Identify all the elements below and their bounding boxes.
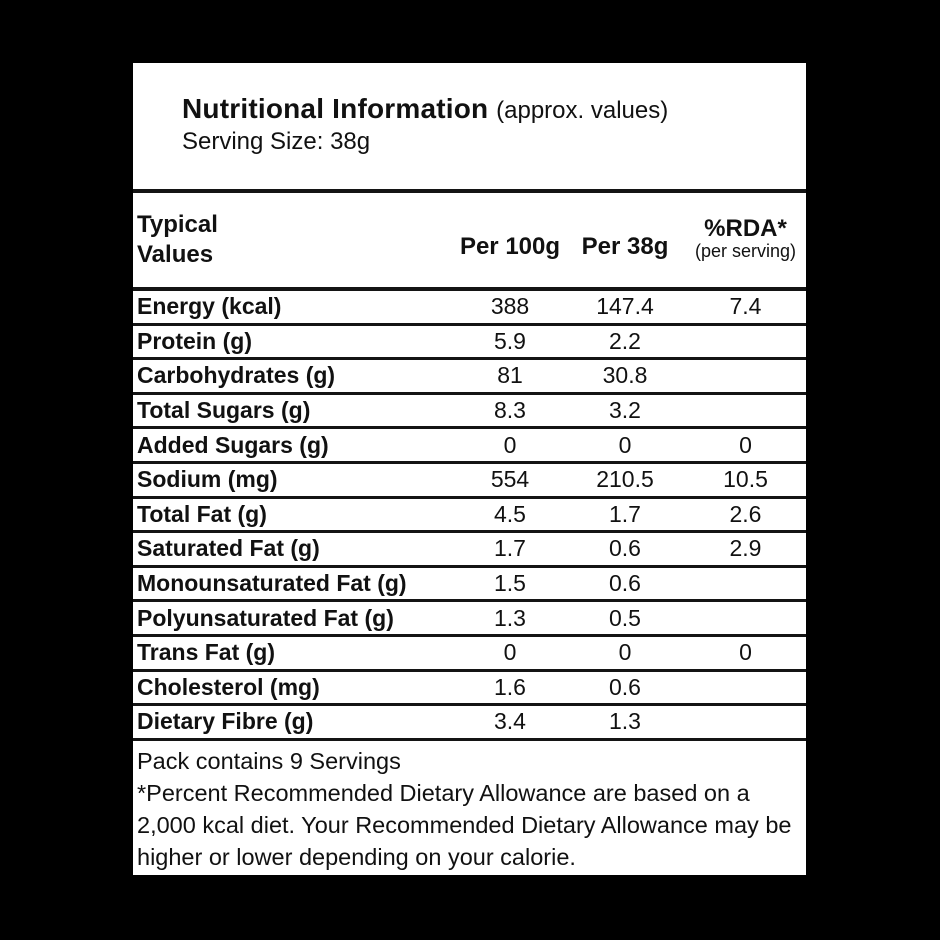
nutrient-label: Carbohydrates (g) — [137, 362, 336, 389]
per-100g-value: 1.5 — [494, 570, 526, 597]
per-100g-value: 554 — [490, 466, 530, 493]
per-100g-value: 3.4 — [494, 708, 526, 735]
nutrient-label: Monounsaturated Fat (g) — [137, 570, 407, 597]
table-row-cholesterol: Cholesterol (mg) 1.6 0.6 — [133, 672, 806, 707]
per-100g-value: 1.6 — [494, 673, 526, 700]
page-title: Nutritional Information — [182, 93, 489, 124]
serving-size-text: Serving Size: 38g — [182, 128, 371, 156]
per-100g-value: 388 — [490, 293, 530, 320]
rda-value: 2.6 — [729, 500, 762, 527]
per-38g-value: 0 — [618, 639, 632, 666]
rda-header-subtitle: (per serving) — [694, 241, 797, 262]
per-100g-value: 8.3 — [494, 397, 526, 424]
table-header-row: Typical Values Per 100g Per 38g %RDA* (p… — [133, 193, 806, 291]
nutrient-label: Polyunsaturated Fat (g) — [137, 604, 394, 631]
column-header-rda: %RDA* (per serving) — [685, 217, 806, 263]
per-38g-value: 0.6 — [609, 673, 641, 700]
per-38g-value: 30.8 — [602, 362, 648, 389]
column-header-per-100g: Per 100g — [459, 233, 561, 260]
per-100g-value: 1.7 — [494, 535, 526, 562]
per-38g-value: 3.2 — [609, 397, 641, 424]
nutrition-label-panel: Nutritional Information (approx. values)… — [133, 63, 806, 875]
rda-disclaimer: *Percent Recommended Dietary Allowance a… — [137, 779, 792, 870]
per-100g-value: 0 — [503, 431, 517, 458]
per-100g-value: 1.3 — [494, 604, 526, 631]
table-row-added-sugars: Added Sugars (g) 0 0 0 — [133, 429, 806, 464]
table-row-protein: Protein (g) 5.9 2.2 — [133, 326, 806, 361]
per-38g-value: 0.6 — [609, 535, 641, 562]
title-line: Nutritional Information (approx. values) — [182, 93, 790, 125]
per-38g-value: 0 — [618, 431, 632, 458]
table-row-energy: Energy (kcal) 388 147.4 7.4 — [133, 291, 806, 326]
table-row-saturated-fat: Saturated Fat (g) 1.7 0.6 2.9 — [133, 533, 806, 568]
nutrient-label: Added Sugars (g) — [137, 431, 329, 458]
per-38g-value: 0.5 — [609, 604, 641, 631]
table-row-total-fat: Total Fat (g) 4.5 1.7 2.6 — [133, 499, 806, 534]
rda-value: 10.5 — [723, 466, 768, 493]
per-38g-value: 2.2 — [609, 327, 641, 354]
rda-value: 0 — [739, 639, 752, 666]
rda-header-title: %RDA* — [704, 215, 787, 243]
table-row-trans-fat: Trans Fat (g) 0 0 0 — [133, 637, 806, 672]
column-header-typical-values: Typical Values — [137, 211, 218, 268]
nutrient-label: Sodium (mg) — [137, 466, 278, 493]
per-38g-value: 1.7 — [609, 500, 641, 527]
nutrient-label: Total Fat (g) — [137, 500, 267, 527]
table-row-monounsaturated-fat: Monounsaturated Fat (g) 1.5 0.6 — [133, 568, 806, 603]
per-38g-value: 0.6 — [609, 570, 641, 597]
per-100g-value: 81 — [497, 362, 523, 389]
nutrient-label: Total Sugars (g) — [137, 397, 311, 424]
per-38g-value: 1.3 — [609, 708, 641, 735]
per-38g-value: 147.4 — [596, 293, 654, 320]
rda-value: 2.9 — [729, 535, 762, 562]
column-header-per-38g: Per 38g — [581, 233, 669, 260]
nutrient-label: Energy (kcal) — [137, 293, 282, 320]
rda-value: 0 — [739, 431, 752, 458]
per-100g-value: 4.5 — [494, 500, 526, 527]
nutrient-label: Dietary Fibre (g) — [137, 708, 314, 735]
label-footer: Pack contains 9 Servings *Percent Recomm… — [133, 741, 806, 874]
title-approx-note: (approx. values) — [496, 97, 669, 124]
per-38g-value: 210.5 — [596, 466, 654, 493]
nutrient-label: Saturated Fat (g) — [137, 535, 320, 562]
table-row-polyunsaturated-fat: Polyunsaturated Fat (g) 1.3 0.5 — [133, 602, 806, 637]
rda-value: 7.4 — [729, 293, 762, 320]
label-header: Nutritional Information (approx. values)… — [133, 63, 806, 193]
nutrient-label: Cholesterol (mg) — [137, 673, 320, 700]
nutrient-label: Trans Fat (g) — [137, 639, 276, 666]
table-row-total-sugars: Total Sugars (g) 8.3 3.2 — [133, 395, 806, 430]
servings-note: Pack contains 9 Servings — [137, 747, 401, 774]
nutrient-label: Protein (g) — [137, 327, 252, 354]
table-row-sodium: Sodium (mg) 554 210.5 10.5 — [133, 464, 806, 499]
per-100g-value: 0 — [503, 639, 517, 666]
table-body: Energy (kcal) 388 147.4 7.4 Protein (g) … — [133, 291, 806, 741]
table-row-dietary-fibre: Dietary Fibre (g) 3.4 1.3 — [133, 706, 806, 741]
table-row-carbohydrates: Carbohydrates (g) 81 30.8 — [133, 360, 806, 395]
per-100g-value: 5.9 — [494, 327, 526, 354]
